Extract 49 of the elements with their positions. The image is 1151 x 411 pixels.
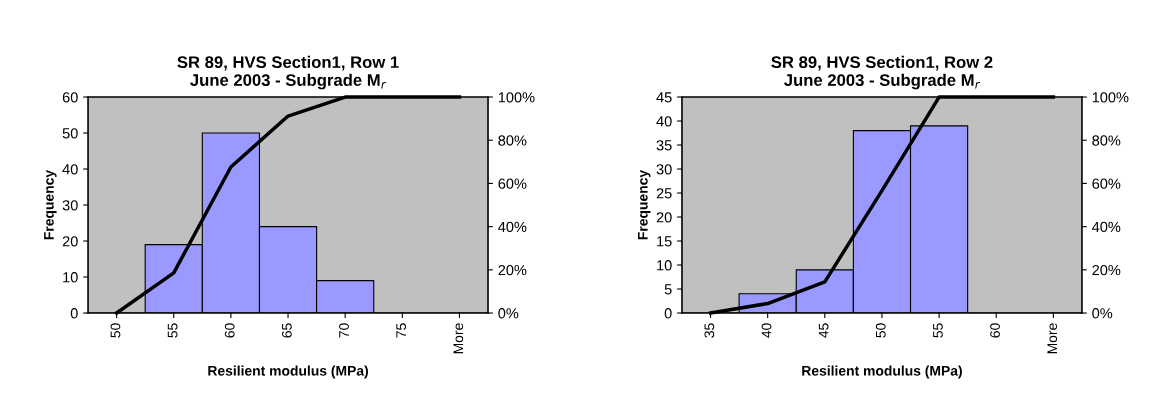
y2-tick-label: 100% xyxy=(498,92,535,103)
y2-tick-label: 40% xyxy=(1092,221,1121,233)
y-tick-label: 15 xyxy=(657,236,672,247)
y2-tick-label: 0% xyxy=(498,308,519,319)
y-tick-label: 40 xyxy=(656,116,672,127)
y-tick-label: 5 xyxy=(664,284,672,295)
y2-tick-label: 40% xyxy=(498,221,527,233)
x-tick-label: 60 xyxy=(224,323,235,338)
y-tick-label: 45 xyxy=(656,92,672,103)
y-tick-label: 0 xyxy=(70,308,78,319)
y-tick-label: 60 xyxy=(62,92,78,103)
y2-tick-label: 20% xyxy=(498,264,527,276)
x-tick-label: 45 xyxy=(818,323,829,338)
x-tick-label: 55 xyxy=(167,323,178,338)
y-tick-label: 30 xyxy=(656,164,672,175)
chart-title: SR 89, HVS Section1, Row 1 June 2003 - Subgrade M$_{r}$ xyxy=(177,55,399,90)
x-tick-label: 35 xyxy=(704,323,715,338)
chart-title: SR 89, HVS Section1, Row 2 June 2003 - Subgrade M$_{r}$ xyxy=(771,55,993,90)
x-tick-label: 65 xyxy=(281,323,292,338)
x-axis-title: Resilient modulus (MPa) xyxy=(208,365,368,379)
y-axis-title: Frequency xyxy=(638,169,651,240)
y2-tick-label: 20% xyxy=(1092,264,1121,276)
y-tick-label: 0 xyxy=(664,308,672,319)
y2-tick-label: 80% xyxy=(1092,135,1121,146)
y2-tick-label: 80% xyxy=(498,135,527,146)
y2-tick-label: 0% xyxy=(1092,308,1113,319)
y-tick-label: 10 xyxy=(63,272,78,283)
x-tick-label: 50 xyxy=(875,323,886,338)
x-axis-title: Resilient modulus (MPa) xyxy=(802,365,962,379)
x-tick-label: 55 xyxy=(933,323,943,338)
y-tick-label: 20 xyxy=(656,212,672,223)
y-tick-label: 25 xyxy=(656,188,672,199)
x-tick-label: 40 xyxy=(761,323,772,338)
x-tick-label: More xyxy=(1047,323,1058,354)
x-tick-label: 50 xyxy=(110,323,121,338)
y2-tick-label: 60% xyxy=(1092,178,1121,189)
y-tick-label: 40 xyxy=(62,164,78,175)
y-tick-label: 30 xyxy=(62,200,78,211)
x-tick-label: More xyxy=(453,323,464,354)
x-tick-label: 70 xyxy=(339,323,349,338)
y-tick-label: 10 xyxy=(657,260,672,271)
y-tick-label: 20 xyxy=(62,236,78,247)
y-tick-label: 35 xyxy=(656,140,672,151)
x-tick-label: 75 xyxy=(396,323,407,338)
y-axis-title: Frequency xyxy=(44,169,57,240)
y2-tick-label: 60% xyxy=(498,178,527,189)
x-tick-label: 60 xyxy=(990,323,1000,338)
y2-tick-label: 100% xyxy=(1092,92,1129,103)
y-tick-label: 50 xyxy=(62,128,78,139)
